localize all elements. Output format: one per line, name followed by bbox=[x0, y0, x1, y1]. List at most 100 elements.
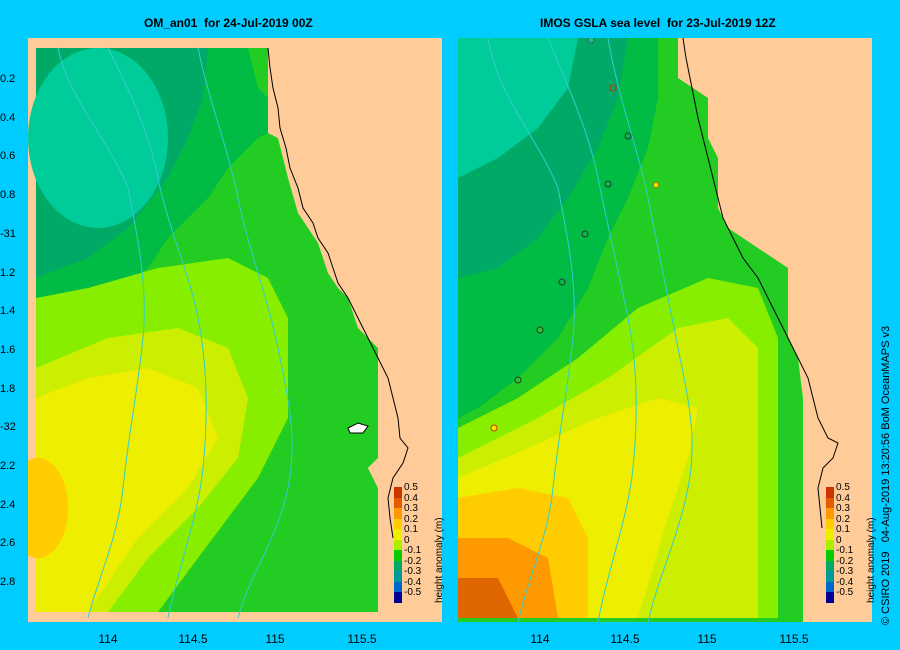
colorbar-label: height anomaly (m) bbox=[866, 517, 877, 603]
colorbar-tick-label: -0.5 bbox=[404, 587, 422, 598]
x-tick-label: 115 bbox=[265, 632, 285, 646]
obs-point bbox=[587, 38, 595, 44]
colorbar-segment bbox=[394, 592, 402, 603]
colorbar-segment bbox=[826, 550, 834, 561]
colorbar-tick-label: 0.1 bbox=[836, 524, 850, 535]
x-tick-label: 114.5 bbox=[610, 632, 640, 646]
land-mass bbox=[268, 48, 442, 622]
obs-point bbox=[604, 180, 612, 188]
obs-point bbox=[653, 182, 659, 188]
colorbar-segment bbox=[394, 518, 402, 529]
right-map bbox=[458, 38, 872, 622]
colorbar-tick-label: 0.5 bbox=[836, 482, 850, 493]
isobath-3 bbox=[197, 47, 293, 619]
colorbar-tick-label: -0.2 bbox=[404, 555, 422, 567]
colorbar-tick-label: -0.4 bbox=[836, 576, 854, 588]
y-tick-label: 0.8 bbox=[0, 189, 16, 202]
colorbar-segment bbox=[826, 508, 834, 519]
right-map-svg bbox=[458, 38, 872, 622]
colorbar-tick-label: 0.4 bbox=[836, 492, 850, 504]
colorbar-tick-label: -0.5 bbox=[836, 587, 854, 598]
colorbar-tick-label: -0.1 bbox=[404, 545, 422, 556]
colorbar-segment bbox=[826, 581, 834, 592]
colorbar-segment bbox=[394, 560, 402, 571]
y-tick-label: 1.8 bbox=[0, 382, 16, 395]
colorbar-segment bbox=[826, 571, 834, 582]
land-top bbox=[28, 38, 442, 48]
coastline bbox=[267, 47, 409, 539]
colorbar-segment bbox=[394, 529, 402, 540]
y-tick-label: 0.4 bbox=[0, 111, 16, 124]
colorbar-tick-label: 0 bbox=[836, 534, 842, 546]
credit-text: © CSIRO 2019 04-Aug-2019 13:20:56 BoM Oc… bbox=[880, 325, 892, 625]
x-tick-label: 115.5 bbox=[779, 632, 809, 646]
colorbar-segment bbox=[826, 497, 834, 508]
isobath-1 bbox=[57, 47, 145, 619]
y-tick-label: 2.4 bbox=[0, 498, 16, 511]
colorbar-segment bbox=[394, 487, 402, 498]
obs-point bbox=[490, 424, 498, 432]
obs-point bbox=[558, 278, 566, 286]
y-tick-label: 1.2 bbox=[0, 266, 16, 279]
isobath-3 bbox=[607, 38, 693, 622]
left-panel-title: OM_an01 for 24-Jul-2019 00Z bbox=[144, 16, 313, 30]
y-tick-label: -31 bbox=[0, 227, 16, 240]
x-tick-label: 114 bbox=[98, 632, 118, 646]
colorbar-tick-label: -0.4 bbox=[404, 576, 422, 588]
colorbar-segment bbox=[394, 497, 402, 508]
colorbar-segment bbox=[826, 487, 834, 498]
y-tick-label: 0.6 bbox=[0, 150, 16, 163]
colorbar-tick-label: -0.1 bbox=[836, 545, 854, 556]
colorbar-segment bbox=[394, 508, 402, 519]
colorbar-segment bbox=[826, 560, 834, 571]
rottnest-island bbox=[347, 422, 369, 434]
coastline bbox=[682, 38, 839, 529]
colorbar-segment bbox=[826, 529, 834, 540]
colorbar-segment bbox=[394, 539, 402, 550]
y-tick-label: 2.2 bbox=[0, 460, 16, 472]
right-panel-title: IMOS GSLA sea level for 23-Jul-2019 12Z bbox=[540, 16, 776, 30]
y-tick-label: 2.8 bbox=[0, 576, 16, 589]
colorbar-tick-label: 0.4 bbox=[404, 492, 418, 504]
zone-neg03 bbox=[458, 38, 578, 178]
obs-point bbox=[609, 84, 617, 92]
land-bottom bbox=[28, 612, 442, 622]
isobath-2 bbox=[107, 47, 207, 619]
zone-neg03 bbox=[28, 48, 168, 228]
obs-point bbox=[624, 132, 632, 140]
colorbar-segment bbox=[394, 550, 402, 561]
y-tick-label: 0.2 bbox=[0, 73, 16, 85]
zone-pos03 bbox=[458, 578, 518, 618]
left-map-svg bbox=[28, 38, 442, 622]
obs-point bbox=[514, 376, 522, 384]
colorbar-segment bbox=[826, 518, 834, 529]
y-tick-label: 1.6 bbox=[0, 343, 16, 356]
colorbar-segment bbox=[394, 581, 402, 592]
colorbar-tick-label: 0.2 bbox=[404, 513, 418, 525]
colorbar-label: height anomaly (m) bbox=[434, 517, 445, 603]
colorbar-tick-label: 0.3 bbox=[836, 503, 850, 514]
colorbar-tick-label: 0.2 bbox=[836, 513, 850, 525]
colorbar-tick-label: -0.3 bbox=[836, 566, 854, 577]
x-tick-label: 114 bbox=[530, 632, 550, 646]
y-tick-label: 1.4 bbox=[0, 305, 16, 318]
colorbar-tick-label: -0.3 bbox=[404, 566, 422, 577]
obs-point bbox=[581, 230, 589, 238]
land-mass bbox=[678, 38, 872, 622]
isobath-2 bbox=[547, 38, 637, 622]
obs-point bbox=[536, 326, 544, 334]
x-tick-label: 115.5 bbox=[347, 632, 377, 646]
colorbar-tick-label: 0.3 bbox=[404, 503, 418, 514]
colorbar-tick-label: 0.1 bbox=[404, 524, 418, 535]
y-tick-label: 2.6 bbox=[0, 537, 16, 550]
isobath-1 bbox=[487, 38, 575, 622]
zone-pos02 bbox=[28, 458, 68, 558]
left-map bbox=[28, 38, 442, 622]
colorbar-tick-label: 0 bbox=[404, 534, 410, 546]
colorbar-segment bbox=[394, 571, 402, 582]
colorbar-segment bbox=[826, 539, 834, 550]
colorbar-tick-label: -0.2 bbox=[836, 555, 854, 567]
colorbar-segment bbox=[826, 592, 834, 603]
zone-pos015 bbox=[36, 368, 218, 612]
x-tick-label: 114.5 bbox=[178, 632, 208, 646]
